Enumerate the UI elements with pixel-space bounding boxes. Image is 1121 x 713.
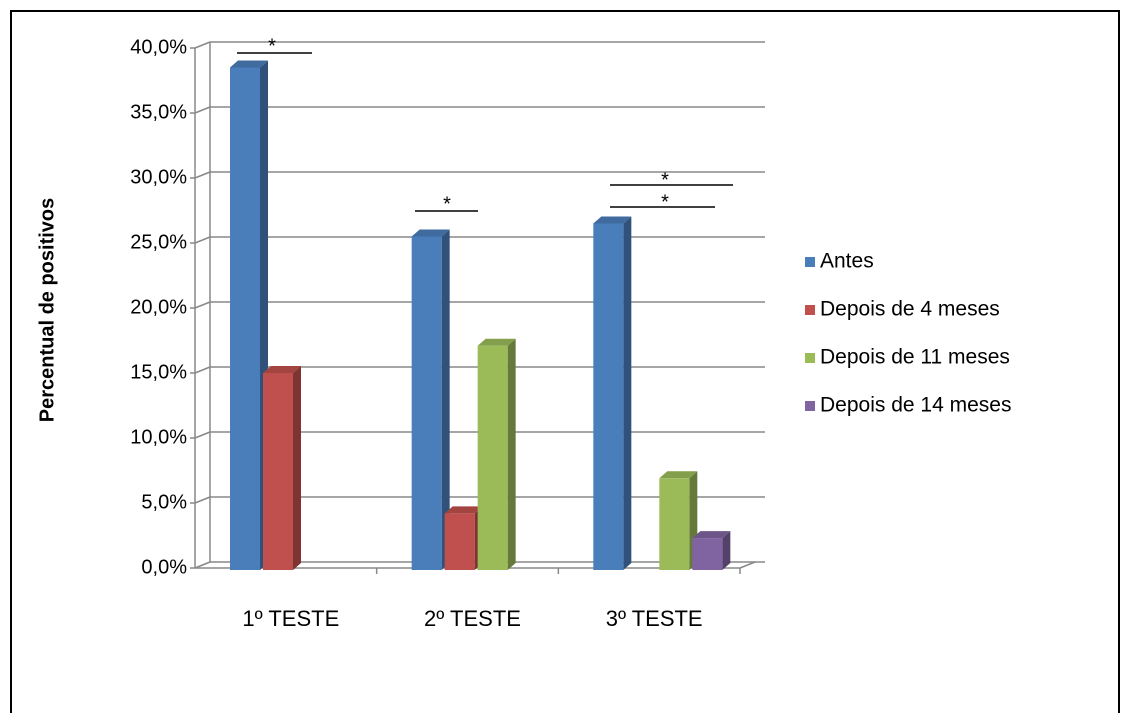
bar (230, 67, 260, 570)
bar-top (692, 531, 731, 539)
bar-top (263, 366, 301, 373)
y-tick-label: 40,0% (130, 36, 187, 58)
grid-diagonal (194, 561, 211, 569)
bar (659, 478, 690, 570)
legend-swatch (805, 305, 815, 315)
y-tick-label: 35,0% (130, 101, 187, 123)
bar-side (293, 366, 301, 570)
x-axis-right (739, 561, 756, 569)
legend-swatch (805, 257, 815, 267)
y-axis-label: Percentual de positivos (36, 198, 58, 423)
grid-diagonal (194, 431, 211, 439)
bar-side (441, 229, 450, 570)
y-tick-label: 25,0% (130, 231, 187, 253)
bar-side (623, 216, 632, 570)
grid-diagonal (194, 41, 211, 49)
grid-diagonal (194, 496, 211, 504)
bar (411, 236, 442, 570)
bar-top (230, 60, 268, 68)
grid-diagonal (194, 171, 211, 179)
significance-mark: * (661, 169, 669, 191)
legend-label: Depois de 11 meses (820, 346, 1010, 369)
bar-top (444, 506, 483, 514)
y-tick-label: 0,0% (141, 556, 187, 578)
significance-mark: * (661, 191, 669, 213)
bar-side (507, 338, 516, 570)
x-tick-label: 3º TESTE (606, 606, 703, 631)
bar (593, 223, 624, 570)
y-tick-label: 15,0% (130, 361, 187, 383)
bar (263, 373, 293, 570)
bar-top (659, 471, 698, 479)
legend-swatch (805, 353, 815, 363)
bar-side (722, 531, 731, 570)
legend-label: Depois de 14 meses (820, 394, 1011, 417)
bar-top (411, 229, 450, 237)
x-tick-label: 1º TESTE (242, 606, 339, 631)
bar (692, 538, 723, 570)
bar-top (477, 338, 516, 346)
significance-mark: * (443, 193, 451, 215)
y-tick-label: 30,0% (130, 166, 187, 188)
x-tick-label: 2º TESTE (424, 606, 521, 631)
legend-label: Depois de 4 meses (820, 298, 1000, 321)
grid-diagonal (194, 366, 211, 374)
frame (10, 10, 1120, 713)
legend-label: Antes (820, 250, 874, 273)
legend-swatch (805, 401, 815, 411)
y-tick-label: 5,0% (141, 491, 187, 513)
significance-mark: * (268, 35, 276, 57)
grid-diagonal (194, 106, 211, 114)
bar (444, 513, 475, 570)
grid-diagonal (194, 301, 211, 309)
y-tick-label: 10,0% (130, 426, 187, 448)
grid-diagonal (194, 236, 211, 244)
bar (477, 345, 508, 570)
bar-top (593, 216, 632, 224)
y-tick-label: 20,0% (130, 296, 187, 318)
